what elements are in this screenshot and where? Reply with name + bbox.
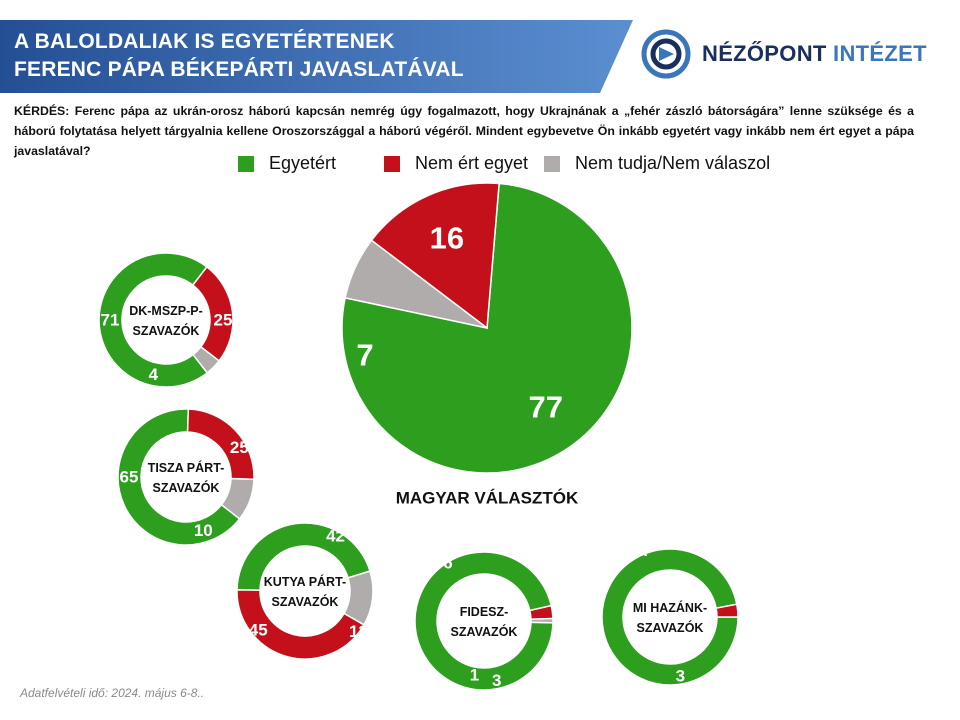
chart-label-1-line-1: SZAVAZÓK <box>133 323 200 338</box>
chart-title-main: MAGYAR VÁLASZTÓK <box>396 489 579 508</box>
pie-chart-5 <box>601 548 739 686</box>
data-label-disagree: 3 <box>492 671 501 690</box>
data-label-agree: 45 <box>249 621 268 640</box>
data-label-agree: 96 <box>434 553 453 572</box>
legend-label-disagree: Nem ért egyet <box>415 153 529 173</box>
slice-disagree <box>236 589 366 660</box>
data-label-dont-know: 1 <box>470 666 479 685</box>
slice-dont-know <box>343 570 374 626</box>
brand-name: NÉZŐPONT INTÉZET <box>702 41 927 67</box>
chart-legend: Egyetért Nem ért egyet Nem tudja/Nem vál… <box>0 152 960 176</box>
chart-label-5-line-1: SZAVAZÓK <box>637 620 704 635</box>
footnote: Adatfelvételi idő: 2024. május 6-8.. <box>20 686 205 700</box>
legend-label-agree: Egyetért <box>269 153 337 173</box>
slice-agree <box>601 548 739 686</box>
legend-swatch-agree <box>238 156 254 172</box>
data-label-agree: 65 <box>120 468 139 487</box>
legend-swatch-disagree <box>384 156 400 172</box>
legend-swatch-dont-know <box>544 156 560 172</box>
chart-label-4-line-1: SZAVAZÓK <box>451 624 518 639</box>
slice-agree <box>98 252 209 388</box>
slice-agree <box>236 522 371 591</box>
chart-label-1-line-0: DK-MSZP-P- <box>129 304 203 318</box>
slice-dont-know <box>192 345 221 374</box>
survey-question: KÉRDÉS: Ferenc pápa az ukrán-orosz hábor… <box>14 104 914 158</box>
slice-agree <box>117 408 241 546</box>
legend-label-dont-know: Nem tudja/Nem válaszol <box>575 153 771 173</box>
pie-chart-0 <box>341 182 633 474</box>
slice-agree <box>414 551 554 691</box>
slice-dont-know <box>344 239 488 329</box>
data-label-dont-know: 13 <box>349 622 368 641</box>
data-label-dont-know: 10 <box>194 521 213 540</box>
pie-chart-3 <box>236 522 374 660</box>
chart-label-4-line-0: FIDESZ- <box>460 605 509 619</box>
data-label-agree: 97 <box>632 541 651 560</box>
chart-label-2-line-1: SZAVAZÓK <box>153 480 220 495</box>
brand-part-1: NÉZŐPONT <box>702 41 827 66</box>
chart-label-3-line-1: SZAVAZÓK <box>272 594 339 609</box>
pie-chart-2 <box>117 408 255 546</box>
chart-label-2-line-0: TISZA PÁRT- <box>148 460 225 475</box>
data-label-dont-know: 4 <box>149 365 159 384</box>
slice-disagree <box>370 182 500 330</box>
data-label-dont-know: 7 <box>356 338 373 373</box>
data-label-disagree: 3 <box>676 667 685 686</box>
chart-label-3-line-0: KUTYA PÁRT- <box>264 574 346 589</box>
data-label-disagree: 42 <box>326 526 345 545</box>
data-label-agree: 71 <box>101 311 120 330</box>
data-label-agree: 77 <box>529 390 563 425</box>
pie-chart-4 <box>414 551 554 691</box>
data-label-disagree: 16 <box>430 220 464 255</box>
title-line-2: FERENC PÁPA BÉKEPÁRTI JAVASLATÁVAL <box>14 58 464 81</box>
slice-disagree <box>715 603 739 618</box>
data-label-disagree: 25 <box>214 311 233 330</box>
brand-part-2: INTÉZET <box>833 41 927 66</box>
title-line-1: A BALOLDALIAK IS EGYETÉRTENEK <box>14 30 395 53</box>
nezopont-logo-icon <box>641 29 691 79</box>
chart-label-5-line-0: MI HAZÁNK- <box>633 600 707 615</box>
header-banner <box>0 20 633 93</box>
slice-dont-know <box>220 477 255 520</box>
pie-chart-1 <box>98 252 234 388</box>
data-label-disagree: 25 <box>230 438 249 457</box>
slice-dont-know <box>530 617 554 624</box>
